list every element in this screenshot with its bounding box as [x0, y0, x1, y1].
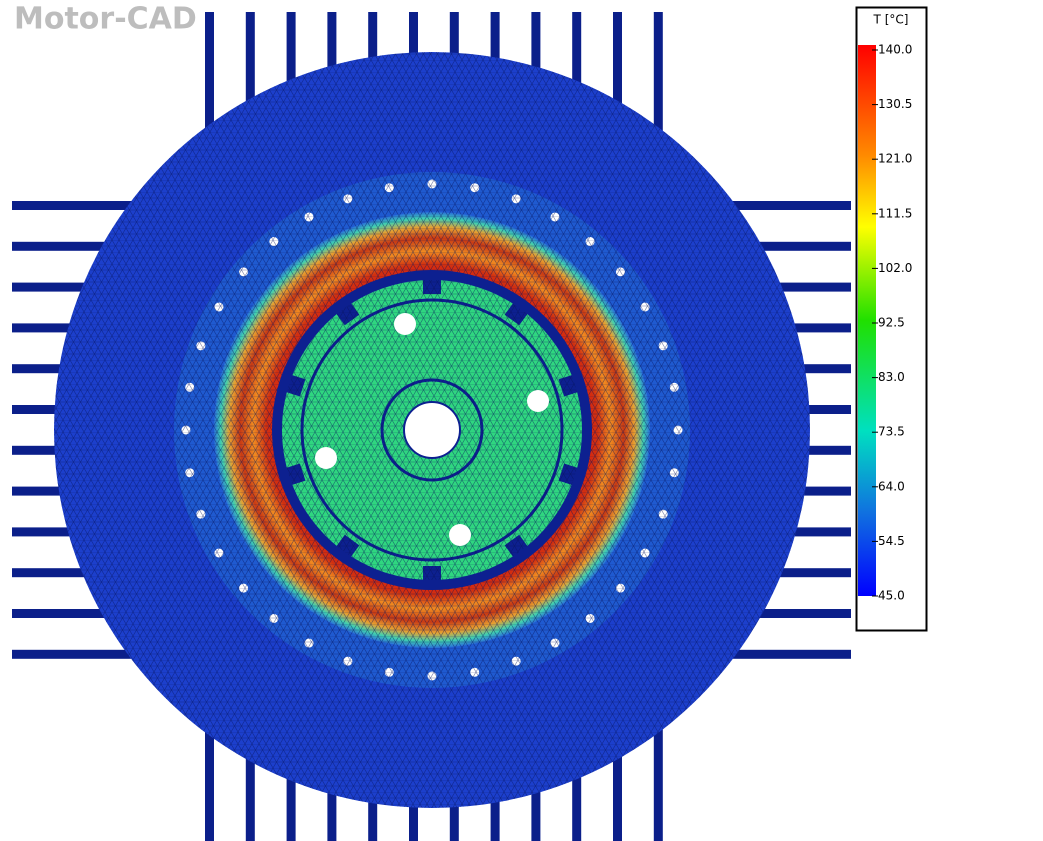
legend-label: 64.0 — [878, 479, 905, 493]
fin — [653, 690, 663, 841]
fin — [653, 12, 663, 172]
rotor-hole — [449, 524, 471, 546]
fin — [692, 201, 851, 210]
fin — [205, 690, 214, 841]
rotor-hole — [315, 447, 337, 469]
legend-title: T [°C] — [873, 13, 909, 27]
fin — [613, 690, 622, 841]
legend-label: 83.0 — [878, 370, 905, 384]
fin — [12, 201, 172, 210]
legend-ticks: 140.0 130.5 121.0 111.5 102.0 92.5 83.0 73.5 64.… — [872, 43, 912, 603]
legend-label: 130.5 — [878, 97, 912, 111]
fin — [245, 12, 255, 172]
shaft-hole — [403, 401, 461, 459]
watermark: Motor-CAD — [14, 2, 197, 37]
fin — [692, 649, 851, 659]
legend-label: 92.5 — [878, 316, 905, 330]
rotor-hole — [394, 313, 416, 335]
fin — [245, 690, 255, 841]
fin — [692, 241, 851, 251]
color-bar — [858, 45, 876, 596]
fin — [12, 609, 172, 618]
fin — [205, 12, 214, 172]
legend-label: 111.5 — [878, 206, 912, 220]
fin — [12, 241, 172, 251]
legend-label: 54.5 — [878, 534, 905, 548]
legend-label: 102.0 — [878, 261, 912, 275]
legend-label: 73.5 — [878, 425, 905, 439]
rotor-hole — [527, 390, 549, 412]
legend-label: 140.0 — [878, 43, 912, 57]
legend-label: 45.0 — [878, 589, 905, 603]
fin — [692, 609, 851, 618]
fin — [12, 649, 172, 659]
fin — [613, 12, 622, 172]
legend-label: 121.0 — [878, 152, 912, 166]
